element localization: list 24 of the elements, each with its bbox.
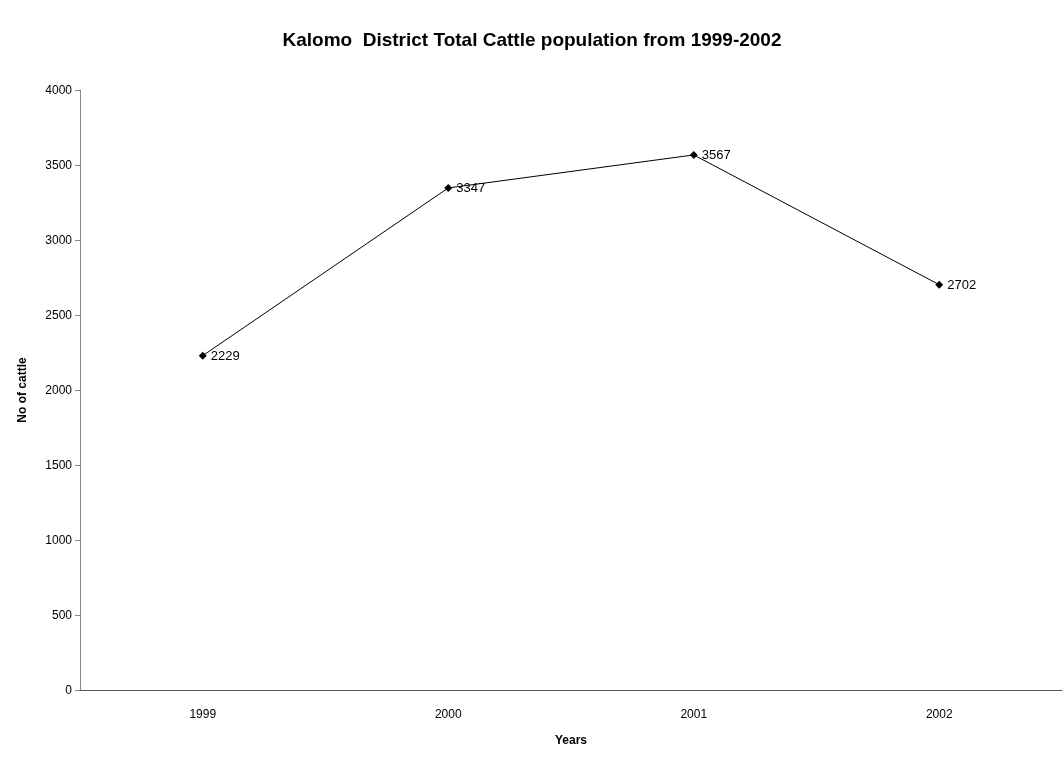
- y-tick-label: 500: [51, 608, 73, 622]
- point: [444, 183, 453, 192]
- y-axis-title: No of cattle: [15, 357, 29, 423]
- y-tick-label: 3000: [45, 233, 73, 247]
- chart-title: Kalomo District Total Cattle population from 1999-2002: [282, 29, 782, 50]
- data-label: 2229: [210, 348, 240, 364]
- point: [198, 351, 207, 360]
- x-tick-label: 1999: [189, 707, 217, 721]
- x-tick-label: 2002: [925, 707, 953, 721]
- data-label: 3347: [456, 180, 486, 196]
- x-axis-title: Years: [554, 733, 588, 747]
- data-label: 2702: [947, 277, 977, 293]
- data-label: 3567: [701, 147, 731, 163]
- y-tick-label: 1000: [45, 533, 73, 547]
- x-tick-label: 2000: [434, 707, 462, 721]
- x-tick-label: 2001: [680, 707, 708, 721]
- y-tick-label: 1500: [45, 458, 73, 472]
- y-tick-label: 0: [65, 683, 73, 697]
- y-tick-label: 2500: [45, 308, 73, 322]
- y-tick-label: 4000: [45, 83, 73, 97]
- y-tick-label: 2000: [45, 383, 73, 397]
- point: [935, 280, 944, 289]
- y-tick-label: 3500: [45, 158, 73, 172]
- point: [689, 150, 698, 159]
